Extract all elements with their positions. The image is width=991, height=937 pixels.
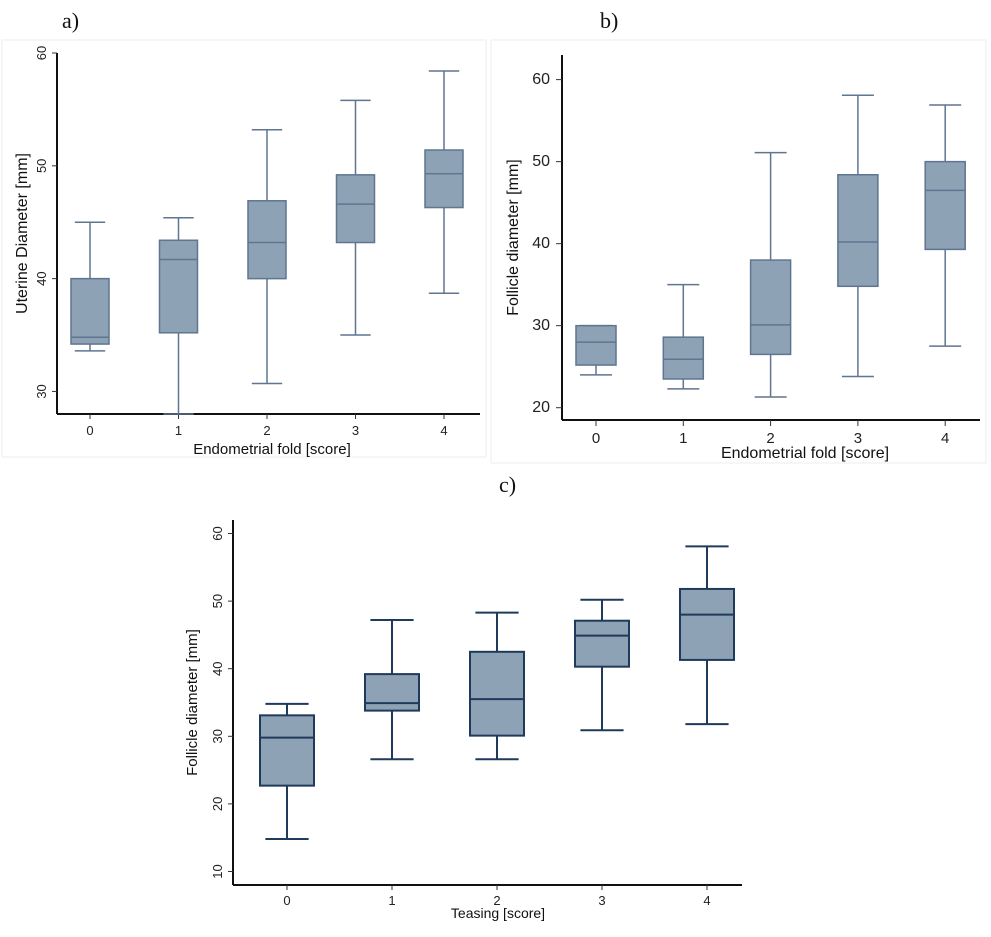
panel-a-x-tick-label: 3 (352, 423, 359, 438)
panel-a-x-tick-label: 0 (86, 423, 93, 438)
panel-b-box-2-iqr (749, 259, 792, 356)
panel-c-box-2-iqr (469, 650, 525, 737)
panel-b-x-axis-title: Endometrial fold [score] (721, 445, 889, 462)
panel-c-y-tick-label: 30 (210, 729, 225, 743)
panel-b-y-tick-label: 50 (532, 153, 550, 170)
panel-a-y-tick-label: 30 (34, 384, 49, 398)
panel-a-y-tick-label: 60 (34, 46, 49, 60)
panel-c-box-4-iqr (679, 587, 735, 661)
panel-b-x-tick-label: 1 (679, 430, 687, 447)
panel-b-box-3-iqr (837, 174, 879, 288)
panel-label-a: a) (62, 8, 80, 33)
panel-c-y-tick-label: 10 (210, 864, 225, 878)
panel-b-box-1-iqr (662, 336, 705, 380)
panel-c-x-tick-label: 0 (283, 893, 290, 908)
panel-a-box-3-iqr (335, 174, 376, 244)
panel-c-x-tick-label: 2 (493, 893, 500, 908)
panel-a-x-tick-label: 4 (440, 423, 447, 438)
panel-b-box-4-iqr (924, 160, 966, 251)
panel-a-box-2-iqr (247, 200, 287, 280)
panel-a-y-axis-title: Uterine Diameter [mm] (14, 153, 31, 314)
panel-c-y-tick-label: 40 (210, 661, 225, 675)
panel-a-frame (1, 39, 487, 458)
panel-c-box-1-iqr (364, 673, 420, 712)
panel-b-y-tick-label: 20 (532, 399, 550, 416)
panel-b-y-tick-label: 30 (532, 317, 550, 334)
panel-c-y-tick-label: 20 (210, 797, 225, 811)
panel-b-y-axis-title: Follicle diameter [mm] (505, 159, 522, 315)
panel-c-x-axis-title: Teasing [score] (451, 905, 545, 921)
panel-b-y-tick-label: 40 (532, 235, 550, 252)
panel-c-box-3-iqr (574, 619, 630, 668)
panel-c-box-0-iqr (259, 714, 315, 787)
panel-c-x-tick-label: 3 (598, 893, 605, 908)
panel-b-x-tick-label: 0 (592, 430, 600, 447)
panel-c-x-tick-label: 4 (703, 893, 710, 908)
panel-a-x-axis-title: Endometrial fold [score] (193, 441, 351, 458)
panel-b-x-tick-label: 3 (854, 430, 862, 447)
panel-b-y-tick-label: 60 (532, 71, 550, 88)
panel-a-box-1-iqr (158, 239, 199, 334)
panel-label-b: b) (600, 8, 619, 33)
panel-label-c: c) (499, 472, 517, 497)
panel-a-x-tick-label: 2 (263, 423, 270, 438)
panel-a-box-4-iqr (424, 149, 464, 209)
panel-c-x-tick-label: 1 (388, 893, 395, 908)
panel-a-y-tick-label: 40 (34, 271, 49, 285)
panel-b-frame (490, 39, 987, 464)
panel-a-box-0-iqr (70, 277, 110, 345)
panel-b-x-tick-label: 2 (766, 430, 774, 447)
panel-c-y-tick-label: 60 (210, 526, 225, 540)
panel-a-x-tick-label: 1 (175, 423, 182, 438)
panel-a-y-tick-label: 50 (34, 159, 49, 173)
panel-b-box-0-iqr (575, 324, 617, 366)
panel-c-y-tick-label: 50 (210, 594, 225, 608)
panel-c-y-axis-title: Follicle diameter [mm] (184, 629, 201, 776)
panel-b-x-tick-label: 4 (941, 430, 949, 447)
